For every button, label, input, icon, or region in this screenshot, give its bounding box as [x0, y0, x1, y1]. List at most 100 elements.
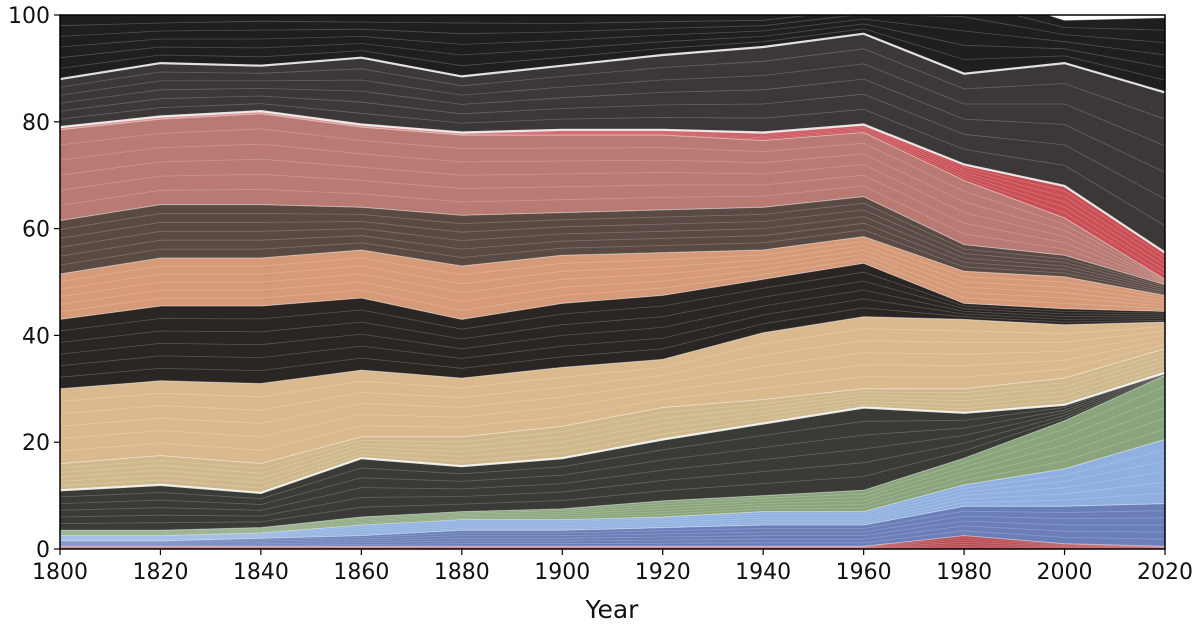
- band-striation-line: [60, 373, 1165, 505]
- band-striation-line: [60, 245, 1165, 302]
- band-striation-line: [60, 515, 1165, 544]
- band-striation-line: [60, 520, 1165, 545]
- band-edge-line-6: [60, 348, 1165, 465]
- band-striation-line: [60, 128, 1165, 281]
- band-striation-line: [60, 28, 1165, 81]
- band-striation-line: [60, 537, 1165, 548]
- y-tick-label: 100: [8, 4, 50, 29]
- band-striation-line: [60, 209, 1165, 289]
- band-striation-line: [60, 298, 1165, 367]
- area-band-11: [60, 113, 1165, 285]
- band-striation-line: [60, 396, 1165, 533]
- band-striation-line: [60, 240, 1165, 299]
- band-striation-line: [60, 326, 1165, 402]
- band-striation-line: [60, 112, 1165, 276]
- y-tick-label: 80: [22, 111, 50, 136]
- x-axis-ticks: 1800 1820 1840 1860 1880 1900 1920 1940 1960 1980…: [32, 549, 1193, 585]
- band-striation-line: [60, 385, 1165, 532]
- band-edge-line-11: [60, 113, 1165, 280]
- band-striation-line: [60, 428, 1165, 536]
- band-edge-line-1: [60, 535, 1165, 547]
- band-striation-line: [60, 15, 1165, 31]
- x-tick-label: 1880: [434, 560, 490, 585]
- x-axis-title: Year: [585, 595, 640, 624]
- band-striation-line: [60, 15, 1165, 43]
- band-striation-line: [60, 471, 1165, 539]
- band-striation-line: [60, 364, 1165, 484]
- area-band-7: [60, 316, 1165, 464]
- band-striation-line: [60, 63, 1165, 147]
- band-striation-line: [60, 289, 1165, 355]
- band-striation-line: [60, 249, 1165, 304]
- band-edge-line-9: [60, 236, 1165, 296]
- band-striation-line: [60, 374, 1165, 518]
- band-striation-line: [60, 373, 1165, 511]
- band-striation-line: [60, 258, 1165, 313]
- x-tick-label: 1980: [936, 560, 992, 585]
- band-striation-line: [60, 335, 1165, 427]
- band-edge-line-4: [60, 374, 1165, 531]
- y-tick-label: 40: [22, 324, 50, 349]
- area-band-5: [60, 372, 1165, 531]
- band-striation-line: [60, 307, 1165, 378]
- y-axis-ticks: 0 20 40 60 80 100: [8, 4, 60, 563]
- band-striation-line: [60, 339, 1165, 439]
- band-striation-line: [60, 544, 1165, 549]
- band-striation-line: [60, 158, 1165, 283]
- area-band-6: [60, 348, 1165, 493]
- band-edge-line-2: [60, 503, 1165, 542]
- area-band-4: [60, 375, 1165, 536]
- band-striation-line: [60, 253, 1165, 307]
- x-tick-label: 1960: [836, 560, 892, 585]
- band-striation-line: [60, 103, 1165, 227]
- band-striation-line: [60, 481, 1165, 540]
- band-edge-line-12: [60, 109, 1165, 254]
- band-striation-line: [60, 330, 1165, 415]
- band-striation-line: [60, 417, 1165, 535]
- band-striation-line: [60, 530, 1165, 546]
- area-band-2: [60, 503, 1165, 547]
- band-striation-line: [60, 271, 1165, 332]
- area-band-13: [60, 33, 1165, 253]
- x-tick-label: 1920: [635, 560, 691, 585]
- x-tick-label: 1840: [233, 560, 289, 585]
- band-striation-line: [60, 202, 1165, 287]
- band-striation-line: [60, 525, 1165, 545]
- band-striation-line: [60, 280, 1165, 343]
- x-tick-label: 2020: [1137, 560, 1193, 585]
- band-striation-line: [60, 48, 1165, 120]
- x-tick-label: 1820: [132, 560, 188, 585]
- y-tick-label: 20: [22, 431, 50, 456]
- x-tick-label: 1940: [735, 560, 791, 585]
- band-striation-line: [60, 216, 1165, 291]
- x-tick-label: 1900: [534, 560, 590, 585]
- band-striation-line: [60, 368, 1165, 489]
- band-striation-line: [60, 112, 1165, 271]
- band-edge-line-13: [60, 32, 1165, 94]
- area-band-1: [60, 535, 1165, 549]
- band-striation-line: [60, 352, 1165, 469]
- band-striation-line: [60, 510, 1165, 543]
- band-striation-line: [60, 449, 1165, 537]
- y-tick-label: 60: [22, 218, 50, 243]
- band-striation-line: [60, 539, 1165, 548]
- band-striation-line: [60, 222, 1165, 293]
- band-striation-line: [60, 93, 1165, 200]
- band-striation-line: [60, 492, 1165, 541]
- band-striation-line: [60, 356, 1165, 474]
- band-striation-line: [60, 360, 1165, 479]
- band-striation-line: [60, 372, 1165, 500]
- x-tick-label: 1800: [32, 560, 88, 585]
- band-striation-line: [60, 229, 1165, 294]
- band-striation-line: [60, 23, 1165, 68]
- area-band-8: [60, 263, 1165, 389]
- band-edge-line-10: [60, 196, 1165, 286]
- band-striation-line: [60, 374, 1165, 524]
- band-striation-line: [60, 343, 1165, 452]
- area-band-9: [60, 236, 1165, 320]
- area-band-14: [60, 15, 1165, 93]
- band-striation-line: [60, 460, 1165, 538]
- area-bands: [60, 15, 1165, 549]
- band-striation-line: [60, 18, 1165, 56]
- x-tick-label: 2000: [1037, 560, 1093, 585]
